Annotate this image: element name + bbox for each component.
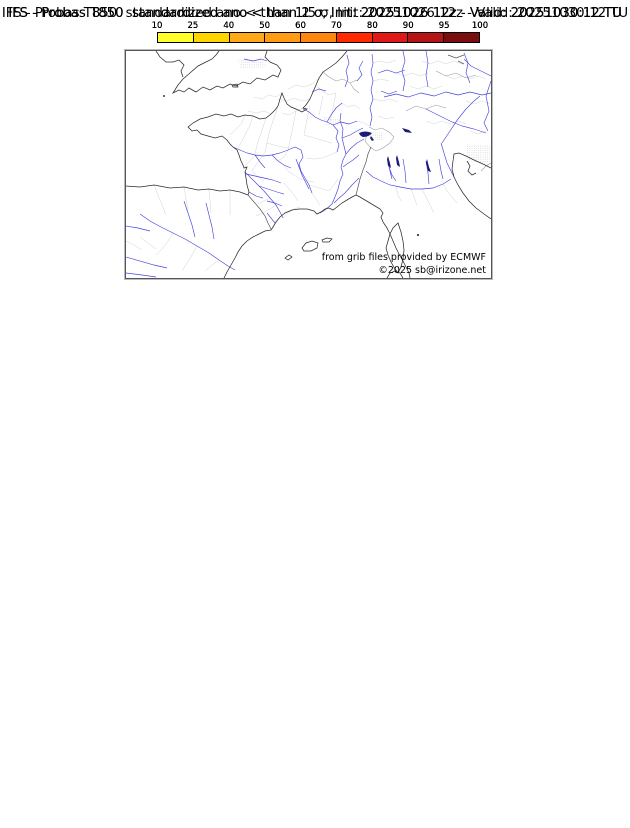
colorbar-segment	[408, 33, 445, 42]
colorbar-tick-label: 70	[331, 21, 342, 31]
colorbar-segment	[158, 33, 194, 42]
colorbar-tick-label: 100	[471, 21, 489, 31]
colorbar-segment	[193, 33, 230, 42]
colorbar-tick-label: 80	[366, 21, 378, 31]
colorbar-tick-label: 60	[295, 21, 306, 31]
colorbar-tick-label: 10	[151, 21, 163, 31]
colorbar-tick-label: 70	[331, 21, 342, 31]
colorbar-tick-label: 60	[295, 21, 306, 31]
colorbar-tick-label: 90	[402, 21, 414, 31]
colorbar-segment	[265, 33, 302, 42]
map-svg	[126, 51, 491, 278]
colorbar-segment	[229, 33, 266, 42]
colorbar-tick-label: 100	[471, 21, 489, 31]
colorbar-tick-label: 60	[295, 21, 306, 31]
colorbar-tick-label: 25	[187, 21, 199, 31]
colorbar-tick-label: 50	[259, 21, 271, 31]
colorbar-gradient	[157, 32, 480, 43]
colorbar-tick-label: 10	[151, 21, 163, 31]
colorbar-tick-label: 95	[438, 21, 450, 31]
colorbar-tick-label: 80	[366, 21, 378, 31]
panel-title: IFS - Probas T850 standardized ano < tha…	[8, 6, 622, 21]
colorbar-tick-label: 80	[366, 21, 378, 31]
colorbar-tick-label: 95	[438, 21, 450, 31]
colorbar-tick-label: 95	[438, 21, 450, 31]
colorbar-tick-label: 40	[223, 21, 235, 31]
colorbar-segment	[301, 33, 337, 42]
colorbar-tick-label: 90	[402, 21, 414, 31]
colorbar-tick-label: 25	[187, 21, 199, 31]
colorbar-segment	[444, 33, 480, 42]
colorbar-tick-label: 100	[471, 21, 489, 31]
colorbar-tick-label: 70	[331, 21, 342, 31]
colorbar-segment	[336, 33, 373, 42]
colorbar-tick-label: 50	[259, 21, 271, 31]
colorbar-tick-label: 40	[223, 21, 235, 31]
colorbar-tick-label: 40	[223, 21, 235, 31]
colorbar-tick-row: 10 25 40 50 60 70 80 90 95 100	[152, 21, 489, 31]
attribution-text: from grib files provided by ECMWF	[321, 252, 486, 263]
colorbar-tick-label: 50	[259, 21, 271, 31]
colorbar-segment	[372, 33, 409, 42]
colorbar: 10 25 40 50 60 70 80 90 95 100	[152, 21, 488, 43]
panel-title: IFS - Probas T850 standardized ano < tha…	[8, 6, 622, 21]
map-panel: from grib files provided by ECMWF ©2025 …	[124, 49, 493, 280]
panel-prob-lt-2sigma: IFS - Probas T850 standardized ano < tha…	[0, 0, 630, 280]
panel-title: IFS - Probas T850 standardized ano < tha…	[1, 6, 629, 21]
colorbar-tick-label: 90	[402, 21, 414, 31]
colorbar-tick-label: 10	[151, 21, 163, 31]
colorbar-tick-row: 10 25 40 50 60 70 80 90 95 100	[152, 21, 489, 31]
colorbar-tick-label: 25	[187, 21, 199, 31]
colorbar-tick-row: 10 25 40 50 60 70 80 90 95 100	[152, 21, 489, 31]
copyright-text: ©2025 sb@irizone.net	[378, 265, 486, 276]
